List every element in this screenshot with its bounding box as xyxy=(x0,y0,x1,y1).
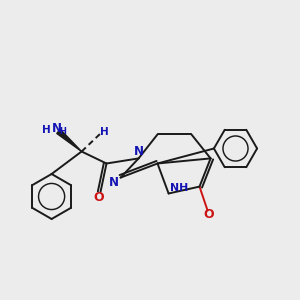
Text: O: O xyxy=(94,191,104,204)
Text: O: O xyxy=(203,208,214,221)
Text: H: H xyxy=(100,127,109,137)
Polygon shape xyxy=(57,129,82,152)
Text: N: N xyxy=(109,176,119,189)
Text: N: N xyxy=(52,122,62,136)
Text: NH: NH xyxy=(170,183,188,193)
Text: H: H xyxy=(59,128,66,136)
Text: H: H xyxy=(41,125,50,135)
Text: N: N xyxy=(134,145,144,158)
